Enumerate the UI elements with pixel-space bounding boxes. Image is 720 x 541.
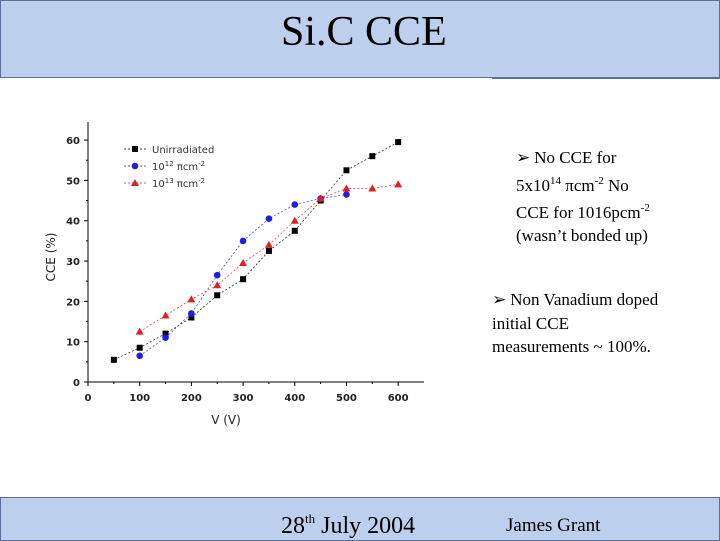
note1-exp1: 14 [550, 175, 561, 187]
y-tick-label: 30 [66, 257, 80, 268]
data-point-series-2 [136, 352, 143, 360]
data-point-series-1 [369, 153, 376, 160]
y-tick-label: 50 [66, 176, 80, 187]
note1-line2c: No [603, 176, 629, 195]
data-point-series-2 [162, 334, 169, 341]
data-point-series-2 [239, 237, 247, 245]
x-tick-label: 600 [388, 393, 409, 404]
series-line-1 [113, 141, 399, 361]
data-point-series-2 [265, 215, 273, 222]
data-point-series-1 [240, 276, 247, 283]
data-point-series-1 [214, 292, 221, 299]
footer-date: 28th July 2004 [281, 512, 415, 538]
note1-exp3: -2 [640, 202, 650, 214]
note1-line4: (wasn’t bonded up) [516, 226, 648, 245]
y-tick-label: 20 [66, 297, 80, 308]
x-tick-label: 300 [233, 393, 254, 404]
x-tick-label: 0 [85, 393, 92, 404]
arrow-bullet-icon: ➢ [492, 290, 507, 310]
slide-title: Si.C CCE [281, 9, 447, 55]
y-tick-label: 10 [66, 338, 80, 349]
data-point-series-1 [136, 344, 143, 351]
legend-label-1: Unirradiated [152, 145, 214, 156]
note2-line1: Non Vanadium doped [510, 290, 659, 309]
data-point-series-3 [213, 281, 222, 289]
footer-author: James Grant [506, 515, 601, 536]
data-point-series-2 [291, 201, 299, 208]
note1-line3: CCE for 1016pcm [516, 203, 641, 222]
series-line-3 [139, 184, 399, 332]
legend-unit: πcm [174, 179, 198, 190]
note2-line3: measurements ~ 100%. [492, 337, 651, 356]
x-tick-label: 200 [181, 393, 202, 404]
legend-base: 10 [152, 162, 165, 173]
data-point-series-1 [395, 139, 402, 146]
x-tick-label: 400 [284, 393, 305, 404]
legend-exp: 13 [165, 177, 174, 185]
legend-unit-exp: -2 [198, 160, 205, 168]
y-tick-label: 60 [66, 136, 80, 147]
title-divider [492, 77, 720, 79]
data-point-series-3 [161, 311, 170, 319]
note1-exp2: -2 [594, 175, 604, 187]
note-bullet-2: ➢ Non Vanadium doped initial CCE measurem… [492, 288, 707, 358]
legend-marker-3 [131, 179, 139, 186]
y-axis-label: CCE (%) [44, 233, 58, 282]
note1-line2b: πcm [561, 176, 595, 195]
title-bar: Si.C CCE [0, 0, 720, 78]
date-day: 28 [281, 513, 305, 539]
data-point-series-3 [342, 184, 351, 192]
legend-unit-exp: -2 [198, 177, 205, 185]
legend-base: 10 [152, 179, 165, 190]
series-lines [113, 141, 399, 361]
data-point-series-3 [290, 216, 299, 224]
legend-label-3: 1013 πcm-2 [152, 177, 205, 190]
legend-label-2: 1012 πcm-2 [152, 160, 205, 173]
data-point-series-3 [135, 327, 144, 335]
legend-marker-2 [131, 162, 139, 170]
date-month-year: July 2004 [315, 513, 416, 539]
series-markers [110, 139, 403, 363]
y-tick-label: 0 [73, 378, 80, 389]
note1-line2a: 5x10 [516, 176, 550, 195]
legend-exp: 12 [165, 160, 174, 168]
data-point-series-3 [394, 180, 403, 188]
data-point-series-2 [188, 310, 195, 317]
note2-line2: initial CCE [492, 314, 569, 333]
data-point-series-1 [162, 330, 169, 337]
legend-marker-1 [132, 146, 138, 152]
note-bullet-1: ➢ No CCE for 5x1014 πcm-2 No CCE for 1016… [516, 146, 696, 247]
data-point-series-1 [343, 167, 350, 174]
data-point-series-3 [368, 184, 377, 192]
data-point-series-3 [264, 240, 273, 248]
x-tick-label: 500 [336, 393, 357, 404]
data-point-series-1 [110, 356, 117, 363]
x-axis-label: V (V) [211, 413, 241, 427]
data-point-series-1 [188, 314, 195, 321]
footer-bar: 28th July 2004 James Grant [0, 497, 720, 541]
date-ordinal: th [305, 511, 316, 526]
data-point-series-1 [265, 247, 272, 254]
note1-line1: No CCE for [534, 148, 617, 167]
data-point-series-2 [213, 271, 221, 279]
data-point-series-2 [343, 191, 350, 198]
data-point-series-1 [291, 227, 298, 234]
series-line-2 [139, 194, 347, 357]
x-tick-label: 100 [129, 393, 150, 404]
y-tick-label: 40 [66, 217, 80, 228]
arrow-bullet-icon: ➢ [516, 148, 531, 168]
legend-unit: πcm [174, 162, 198, 173]
data-point-series-3 [316, 194, 325, 202]
data-point-series-3 [239, 259, 248, 267]
data-point-series-3 [187, 295, 196, 303]
